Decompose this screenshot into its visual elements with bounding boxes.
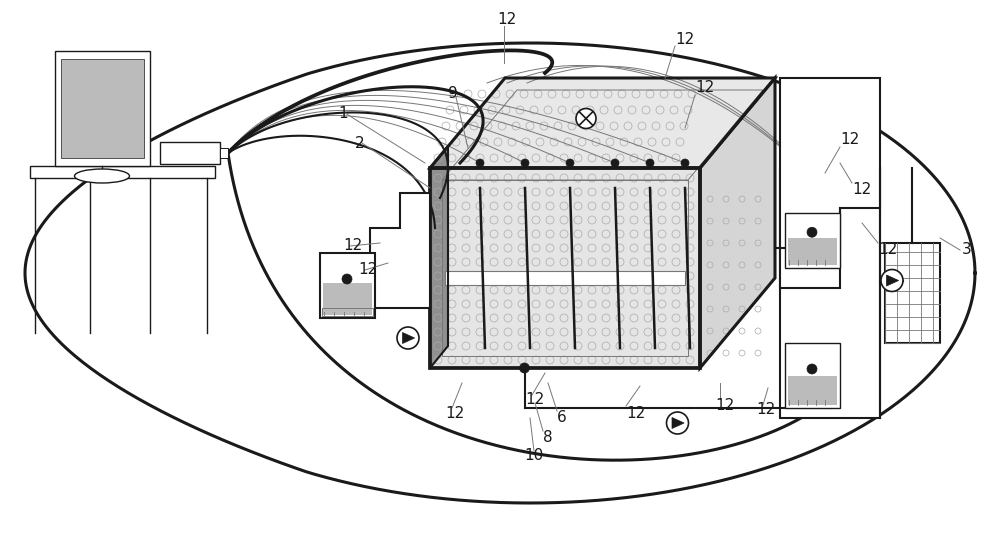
Bar (885, 243, 940, 343)
Text: 12: 12 (715, 398, 734, 414)
Text: 12: 12 (445, 406, 464, 420)
Bar (785, 213, 840, 268)
Bar (322, 308, 373, 316)
Circle shape (520, 363, 530, 373)
Circle shape (476, 159, 484, 167)
Text: 12: 12 (497, 13, 516, 27)
Circle shape (611, 159, 619, 167)
Text: 6: 6 (557, 410, 567, 425)
Bar (780, 168, 880, 418)
Circle shape (807, 364, 817, 374)
Text: 12: 12 (675, 32, 694, 48)
Bar (430, 168, 700, 368)
Polygon shape (370, 193, 430, 308)
Polygon shape (780, 78, 880, 288)
Bar (323, 283, 372, 315)
Bar (30, 166, 215, 178)
Circle shape (666, 412, 688, 434)
Bar (430, 168, 700, 368)
Bar (442, 180, 688, 356)
Text: 12: 12 (695, 81, 714, 95)
Text: 12: 12 (525, 392, 544, 408)
Ellipse shape (74, 169, 130, 183)
Circle shape (881, 270, 903, 292)
Bar (785, 343, 840, 408)
Text: 1: 1 (338, 106, 348, 121)
Text: 12: 12 (626, 406, 645, 420)
Text: 8: 8 (543, 431, 553, 446)
Circle shape (397, 327, 419, 349)
Bar (320, 253, 375, 318)
Text: 12: 12 (852, 182, 871, 197)
Polygon shape (402, 333, 415, 344)
Text: 12: 12 (358, 262, 377, 277)
Text: 2: 2 (355, 135, 365, 151)
Text: 12: 12 (878, 243, 897, 258)
Circle shape (681, 159, 689, 167)
Text: 12: 12 (840, 133, 859, 147)
Circle shape (807, 227, 817, 237)
Text: 10: 10 (524, 448, 543, 464)
Polygon shape (430, 78, 775, 168)
Polygon shape (672, 418, 684, 429)
Bar (788, 376, 837, 405)
Bar (445, 271, 685, 285)
Text: 12: 12 (756, 402, 775, 418)
Bar (788, 237, 837, 265)
Circle shape (521, 159, 529, 167)
Bar (55, 51, 150, 166)
Polygon shape (887, 275, 899, 286)
Bar (61, 59, 144, 158)
Circle shape (576, 109, 596, 128)
Text: 12: 12 (343, 238, 362, 254)
Polygon shape (430, 146, 448, 368)
Circle shape (646, 159, 654, 167)
Polygon shape (700, 78, 775, 368)
Bar (160, 142, 220, 164)
Text: 3: 3 (962, 243, 972, 258)
Circle shape (342, 274, 352, 284)
Bar (220, 148, 228, 158)
Circle shape (566, 159, 574, 167)
Text: 9: 9 (448, 85, 458, 100)
